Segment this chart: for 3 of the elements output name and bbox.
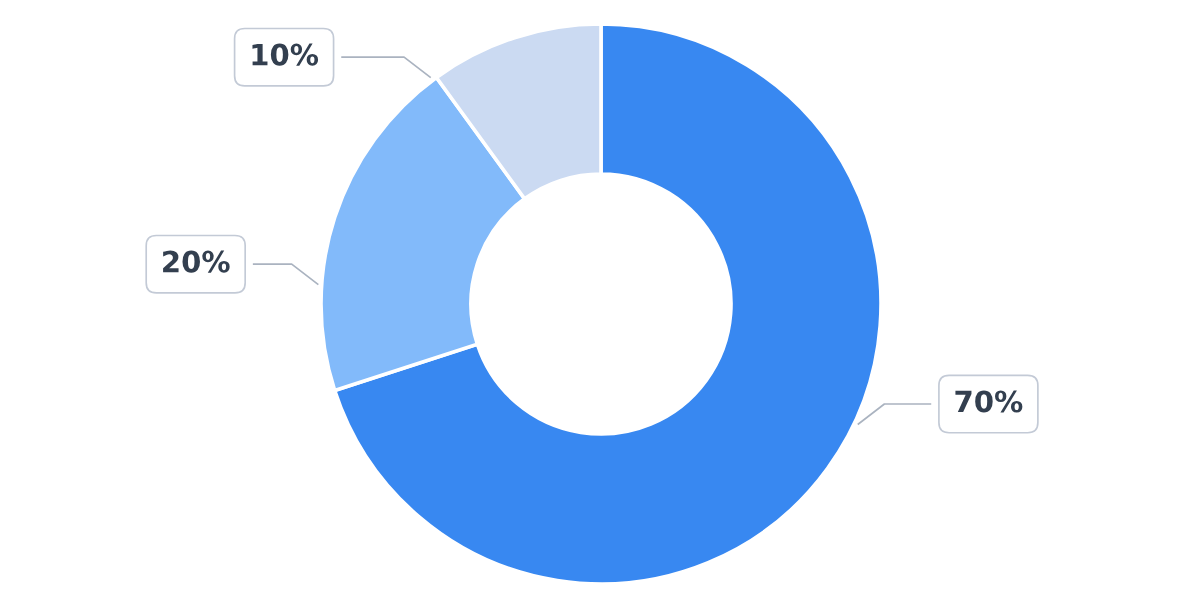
data-label: 70% (955, 390, 1023, 413)
data-label: 20% (163, 250, 230, 273)
data-label: 10% (252, 43, 319, 66)
